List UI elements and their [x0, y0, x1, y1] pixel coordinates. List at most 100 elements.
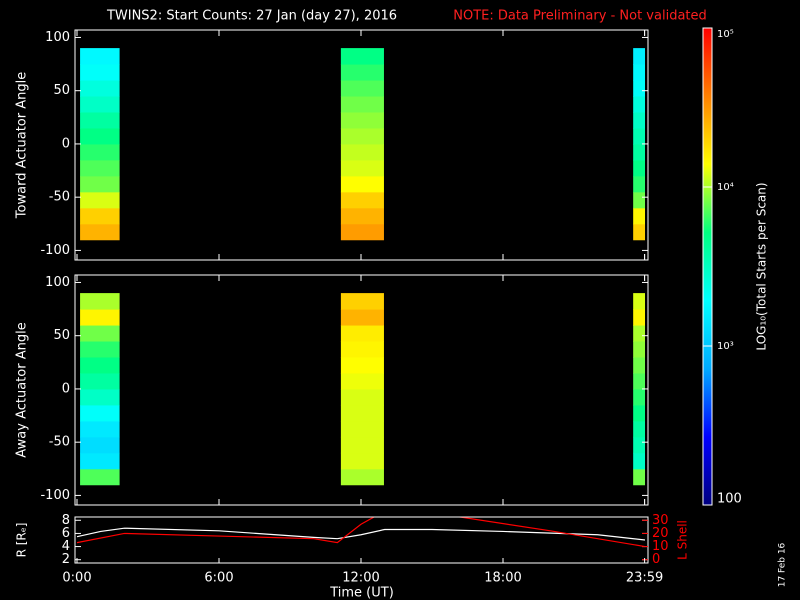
y-tick-label: 50	[53, 83, 70, 98]
heatmap-cell	[633, 356, 645, 374]
heatmap-cell	[80, 420, 120, 438]
heatmap-cell	[80, 372, 120, 390]
y2-axis-title: L Shell	[676, 520, 690, 560]
heatmap-cell	[633, 388, 645, 406]
heatmap-cell	[80, 96, 120, 113]
y-tick-label: 0	[62, 381, 70, 396]
heatmap-cell	[633, 64, 645, 81]
x-tick-label: 23:59	[626, 571, 663, 586]
y-tick-label: 100	[45, 275, 70, 290]
heatmap-cell	[80, 309, 120, 326]
y-tick-label: -50	[49, 190, 70, 205]
heatmap-cell	[80, 191, 120, 209]
heatmap-cell	[80, 223, 120, 241]
heatmap-cell	[80, 388, 120, 406]
heatmap-cell	[340, 341, 384, 358]
heatmap-cell	[80, 452, 120, 470]
line-series	[455, 517, 646, 548]
heatmap-cell	[340, 388, 384, 406]
heatmap-cell	[633, 468, 645, 486]
y-axis-title: R [Rₑ]	[15, 523, 29, 558]
colorbar-tick-label: 10³	[717, 341, 734, 352]
colorbar-title: LOG₁₀(Total Starts per Scan)	[755, 182, 769, 350]
heatmap-cell	[633, 436, 645, 454]
footer-date: 17 Feb 16	[778, 542, 788, 587]
x-tick-label: 6:00	[204, 571, 233, 586]
heatmap-cell	[80, 356, 120, 374]
heatmap-cell	[633, 420, 645, 438]
heatmap-cell	[633, 325, 645, 342]
plot-area	[80, 293, 645, 486]
y2-tick-label: 20	[652, 526, 669, 541]
y-axis-title: Toward Actuator Angle	[15, 72, 30, 219]
heatmap-cell	[340, 48, 384, 65]
y2-tick-label: 0	[652, 552, 660, 567]
heatmap-cell	[633, 309, 645, 326]
line-series	[76, 527, 646, 541]
y-tick-label: 8	[62, 513, 70, 528]
heatmap-cell	[633, 191, 645, 209]
heatmap-cell	[80, 436, 120, 454]
colorbar-tick-label: 10⁴	[717, 182, 734, 193]
heatmap-cell	[633, 452, 645, 470]
heatmap-cell	[633, 404, 645, 422]
heatmap-cell	[340, 127, 384, 145]
note: NOTE: Data Preliminary - Not validated	[453, 9, 707, 24]
line-series	[76, 517, 376, 544]
heatmap-cell	[80, 111, 120, 129]
title: TWINS2: Start Counts: 27 Jan (day 27), 2…	[106, 9, 397, 24]
heatmap-cell	[80, 207, 120, 225]
colorbar-tick-label: 100	[717, 492, 742, 507]
heatmap-cell	[80, 127, 120, 145]
y-tick-label: 2	[62, 552, 70, 567]
y-tick-label: 100	[45, 30, 70, 45]
heatmap-cell	[340, 207, 384, 225]
heatmap-cell	[80, 175, 120, 193]
x-tick-label: 12:00	[342, 571, 379, 586]
heatmap-cell	[80, 80, 120, 97]
heatmap-cell	[80, 404, 120, 422]
colorbar	[702, 27, 713, 506]
heatmap-cell	[80, 341, 120, 358]
plot-area	[76, 517, 646, 548]
heatmap-cell	[80, 48, 120, 65]
heatmap-cell	[80, 143, 120, 161]
heatmap-cell	[633, 143, 645, 161]
heatmap-cell	[633, 341, 645, 358]
heatmap-cell	[633, 372, 645, 390]
heatmap-cell	[80, 325, 120, 342]
heatmap-cell	[80, 293, 120, 310]
heatmap-cell	[340, 159, 384, 177]
heatmap-cell	[633, 48, 645, 65]
heatmap-cell	[633, 223, 645, 241]
heatmap-cell	[80, 64, 120, 81]
heatmap-cell	[340, 175, 384, 193]
heatmap-cell	[633, 127, 645, 145]
y-tick-label: -100	[40, 488, 70, 503]
heatmap-cell	[340, 420, 384, 438]
y-tick-label: -50	[49, 435, 70, 450]
y-tick-label: 0	[62, 136, 70, 151]
y-tick-label: 50	[53, 328, 70, 343]
heatmap-cell	[633, 96, 645, 113]
heatmap-cell	[340, 80, 384, 97]
y-tick-label: 6	[62, 526, 70, 541]
heatmap-cell	[340, 64, 384, 81]
heatmap-cell	[633, 293, 645, 310]
heatmap-cell	[340, 143, 384, 161]
heatmap-cell	[340, 468, 384, 486]
heatmap-cell	[633, 159, 645, 177]
heatmap-cell	[80, 468, 120, 486]
heatmap-cell	[633, 175, 645, 193]
heatmap-cell	[340, 452, 384, 470]
heatmap-cell	[340, 356, 384, 374]
heatmap-cell	[340, 436, 384, 454]
heatmap-cell	[633, 80, 645, 97]
x-tick-label: 0:00	[62, 571, 91, 586]
heatmap-cell	[340, 191, 384, 209]
y2-tick-label: 10	[652, 539, 669, 554]
heatmap-cell	[340, 372, 384, 390]
heatmap-cell	[80, 159, 120, 177]
y-axis-title: Away Actuator Angle	[15, 322, 30, 457]
